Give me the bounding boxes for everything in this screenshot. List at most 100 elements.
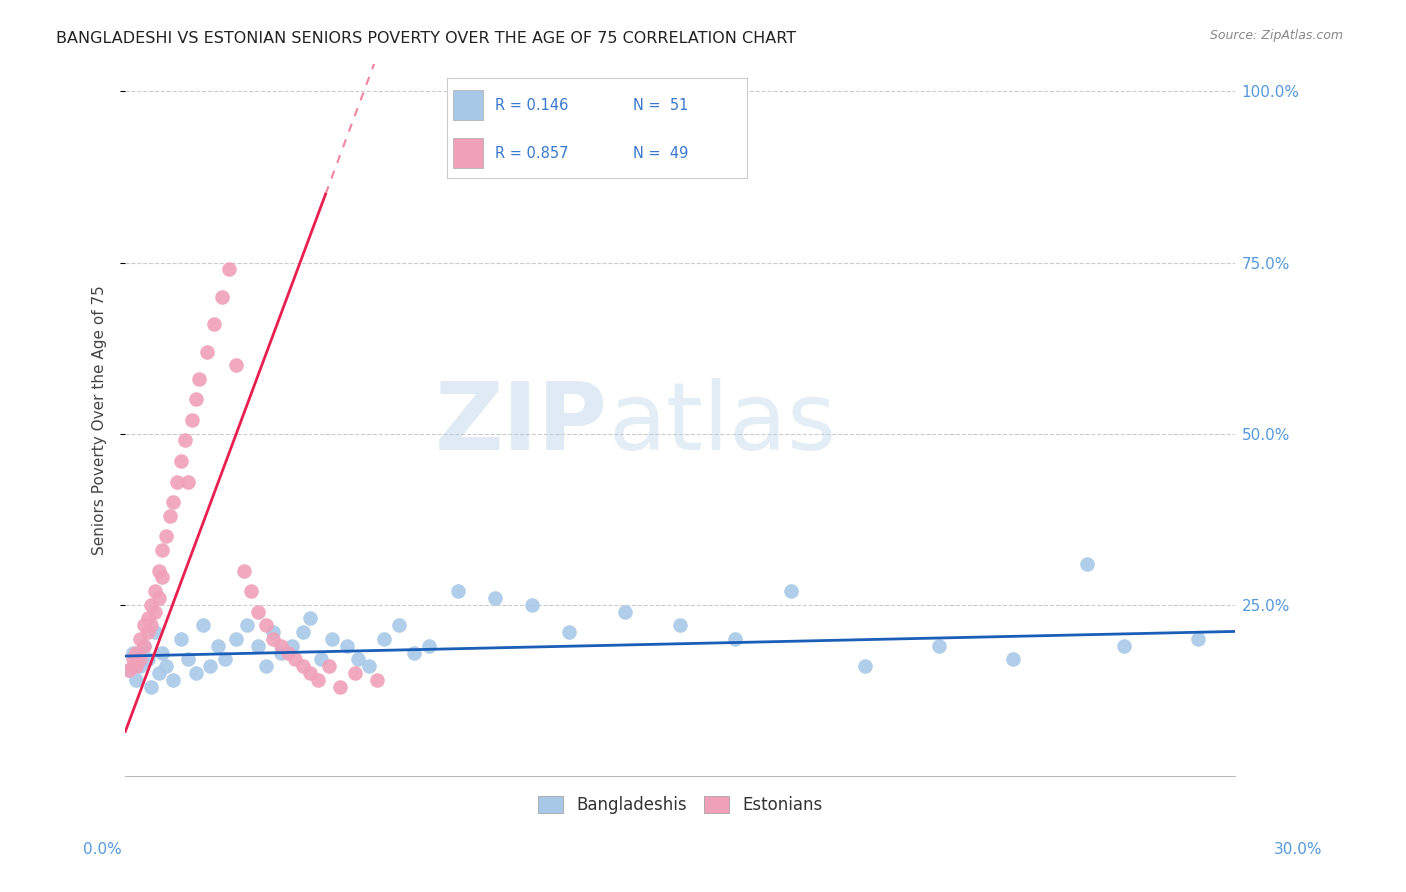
Point xyxy=(928,639,950,653)
Text: 30.0%: 30.0% xyxy=(1274,842,1322,856)
Point xyxy=(218,262,240,277)
Point xyxy=(181,413,204,427)
Point xyxy=(558,625,581,640)
Point xyxy=(143,625,166,640)
Point xyxy=(143,605,166,619)
Point xyxy=(177,652,200,666)
Point xyxy=(311,652,333,666)
Point xyxy=(724,632,747,646)
Legend: Bangladeshis, Estonians: Bangladeshis, Estonians xyxy=(531,789,828,821)
Point xyxy=(148,564,170,578)
Point xyxy=(247,605,270,619)
Point xyxy=(136,611,159,625)
Point xyxy=(166,475,188,489)
Point xyxy=(318,659,340,673)
Point xyxy=(343,666,366,681)
Point xyxy=(1076,557,1098,571)
Point xyxy=(254,618,277,632)
Point xyxy=(170,632,193,646)
Point xyxy=(184,392,207,407)
Point xyxy=(184,666,207,681)
Point xyxy=(307,673,329,687)
Point xyxy=(373,632,395,646)
Point xyxy=(225,358,247,372)
Point xyxy=(359,659,381,673)
Point xyxy=(211,290,233,304)
Point xyxy=(262,632,284,646)
Point xyxy=(150,570,173,584)
Point xyxy=(347,652,370,666)
Point xyxy=(143,584,166,599)
Point xyxy=(118,663,141,677)
Point xyxy=(177,475,200,489)
Point xyxy=(148,666,170,681)
Point xyxy=(291,659,314,673)
Point xyxy=(141,680,163,694)
Point xyxy=(329,680,352,694)
Point xyxy=(447,584,470,599)
Point xyxy=(191,618,214,632)
Point xyxy=(141,618,163,632)
Point xyxy=(195,344,218,359)
Point xyxy=(150,646,173,660)
Point xyxy=(277,646,299,660)
Text: 0.0%: 0.0% xyxy=(83,842,122,856)
Point xyxy=(1001,652,1024,666)
Point xyxy=(121,646,143,660)
Text: ZIP: ZIP xyxy=(434,377,607,469)
Point xyxy=(780,584,803,599)
Point xyxy=(136,652,159,666)
Point xyxy=(669,618,692,632)
Point xyxy=(214,652,236,666)
Point xyxy=(170,454,193,468)
Point xyxy=(200,659,222,673)
Point xyxy=(247,639,270,653)
Point xyxy=(125,646,148,660)
Point xyxy=(270,639,292,653)
Text: BANGLADESHI VS ESTONIAN SENIORS POVERTY OVER THE AGE OF 75 CORRELATION CHART: BANGLADESHI VS ESTONIAN SENIORS POVERTY … xyxy=(56,31,796,46)
Point xyxy=(520,598,543,612)
Point xyxy=(188,372,211,386)
Point xyxy=(1112,639,1135,653)
Point xyxy=(207,639,229,653)
Point xyxy=(321,632,343,646)
Point xyxy=(148,591,170,605)
Point xyxy=(270,646,292,660)
Point xyxy=(402,646,425,660)
Point xyxy=(254,659,277,673)
Point xyxy=(136,625,159,640)
Point xyxy=(484,591,506,605)
Point xyxy=(240,584,263,599)
Point xyxy=(129,659,152,673)
Point xyxy=(853,659,876,673)
Point xyxy=(121,659,143,673)
Point xyxy=(155,659,177,673)
Point xyxy=(236,618,259,632)
Y-axis label: Seniors Poverty Over the Age of 75: Seniors Poverty Over the Age of 75 xyxy=(93,285,107,555)
Point xyxy=(121,652,143,666)
Point xyxy=(132,639,155,653)
Point xyxy=(336,639,359,653)
Point xyxy=(162,495,184,509)
Point xyxy=(125,659,148,673)
Point xyxy=(1187,632,1209,646)
Point xyxy=(129,632,152,646)
Point xyxy=(418,639,440,653)
Point xyxy=(299,611,322,625)
Point xyxy=(281,639,304,653)
Point xyxy=(173,434,195,448)
Point xyxy=(155,529,177,543)
Point xyxy=(366,673,388,687)
Point xyxy=(118,663,141,677)
Point xyxy=(141,598,163,612)
Point xyxy=(232,564,254,578)
Point xyxy=(129,652,152,666)
Text: Source: ZipAtlas.com: Source: ZipAtlas.com xyxy=(1209,29,1343,42)
Point xyxy=(159,508,181,523)
Point xyxy=(388,618,411,632)
Text: atlas: atlas xyxy=(607,377,837,469)
Point xyxy=(162,673,184,687)
Point xyxy=(125,673,148,687)
Point xyxy=(262,625,284,640)
Point xyxy=(613,605,636,619)
